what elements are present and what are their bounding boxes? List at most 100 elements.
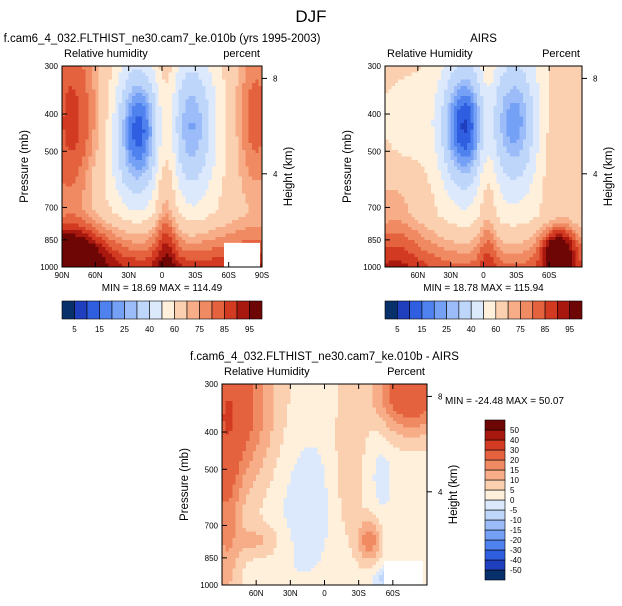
heatmap-cell — [72, 163, 76, 167]
heatmap-cell — [92, 230, 96, 234]
heatmap-cell — [192, 240, 196, 244]
heatmap-cell — [72, 72, 76, 77]
heatmap-cell — [222, 173, 226, 177]
heatmap-cell — [118, 233, 123, 238]
heatmap-cell — [135, 119, 140, 124]
heatmap-cell — [128, 213, 133, 218]
heatmap-cell — [98, 119, 103, 124]
heatmap-cell — [158, 149, 163, 154]
heatmap-cell — [162, 89, 166, 94]
heatmap-cell — [218, 119, 223, 124]
heatmap-cell — [228, 79, 233, 84]
heatmap-cell — [85, 236, 90, 241]
heatmap-cell — [572, 102, 576, 107]
heatmap-cell — [248, 153, 253, 157]
heatmap-cell — [185, 173, 190, 177]
heatmap-cell — [162, 243, 166, 248]
heatmap-cell — [242, 220, 246, 224]
heatmap-cell — [168, 166, 173, 171]
heatmap-cell — [215, 196, 220, 201]
heatmap-cell — [245, 206, 250, 211]
heatmap-cell — [427, 109, 432, 114]
heatmap-cell — [138, 216, 143, 221]
heatmap-cell — [185, 89, 190, 94]
heatmap-cell — [198, 156, 203, 161]
heatmap-cell — [242, 112, 246, 117]
heatmap-cell — [549, 109, 553, 114]
heatmap-cell — [112, 200, 116, 204]
heatmap-cell — [499, 76, 504, 80]
heatmap-cell — [65, 213, 70, 218]
heatmap-cell — [225, 76, 230, 80]
heatmap-cell — [158, 159, 163, 164]
heatmap-cell — [135, 72, 140, 77]
heatmap-cell — [72, 220, 76, 224]
heatmap-cell — [208, 173, 213, 177]
heatmap-cell — [513, 116, 517, 120]
heatmap-cell — [385, 102, 389, 107]
heatmap-cell — [175, 89, 180, 94]
heatmap-cell — [238, 233, 243, 238]
heatmap-cell — [388, 126, 392, 131]
heatmap-cell — [225, 126, 230, 131]
heatmap-cell — [205, 233, 210, 238]
heatmap-cell — [112, 179, 116, 184]
heatmap-cell — [185, 193, 190, 198]
heatmap-cell — [108, 69, 113, 74]
heatmap-cell — [82, 122, 86, 127]
heatmap-cell — [182, 236, 186, 241]
heatmap-cell — [248, 230, 253, 234]
heatmap-cell — [447, 72, 452, 77]
heatmap-cell — [65, 226, 70, 231]
heatmap-cell — [522, 122, 527, 127]
heatmap-cell — [165, 126, 170, 131]
heatmap-cell — [463, 102, 468, 107]
heatmap-cell — [142, 216, 146, 221]
heatmap-cell — [198, 153, 203, 157]
heatmap-cell — [165, 143, 170, 147]
heatmap-cell — [75, 96, 80, 100]
heatmap-cell — [135, 196, 140, 201]
heatmap-cell — [185, 206, 190, 211]
heatmap-cell — [496, 89, 501, 94]
heatmap-cell — [529, 112, 534, 117]
heatmap-cell — [158, 233, 163, 238]
heatmap-cell — [225, 112, 230, 117]
heatmap-cell — [486, 126, 491, 131]
heatmap-cell — [228, 109, 233, 114]
heatmap-cell — [532, 126, 537, 131]
heatmap-cell — [98, 179, 103, 184]
heatmap-cell — [165, 253, 170, 258]
heatmap-cell — [108, 233, 113, 238]
heatmap-cell — [138, 102, 143, 107]
heatmap-cell — [112, 260, 116, 265]
heatmap-cell — [245, 213, 250, 218]
heatmap-cell — [552, 133, 557, 137]
heatmap-cell — [98, 89, 103, 94]
heatmap-cell — [222, 89, 226, 94]
heatmap-cell — [245, 122, 250, 127]
heatmap-cell — [155, 92, 160, 97]
heatmap-cell — [559, 126, 563, 131]
heatmap-cell — [552, 112, 557, 117]
heatmap-cell — [75, 69, 80, 74]
heatmap-cell — [248, 99, 253, 104]
heatmap-cell — [95, 153, 100, 157]
heatmap-cell — [68, 210, 73, 214]
heatmap-cell — [476, 86, 481, 90]
heatmap-cell — [258, 176, 263, 181]
heatmap-cell — [75, 112, 80, 117]
heatmap-cell — [95, 86, 100, 90]
heatmap-cell — [68, 149, 73, 154]
heatmap-cell — [92, 66, 96, 70]
heatmap-cell — [105, 169, 110, 174]
heatmap-cell — [168, 173, 173, 177]
heatmap-cell — [228, 206, 233, 211]
heatmap-cell — [212, 96, 216, 100]
heatmap-cell — [182, 153, 186, 157]
heatmap-cell — [188, 163, 193, 167]
heatmap-cell — [208, 116, 213, 120]
heatmap-cell — [132, 149, 136, 154]
heatmap-cell — [401, 129, 406, 134]
heatmap-cell — [480, 122, 484, 127]
